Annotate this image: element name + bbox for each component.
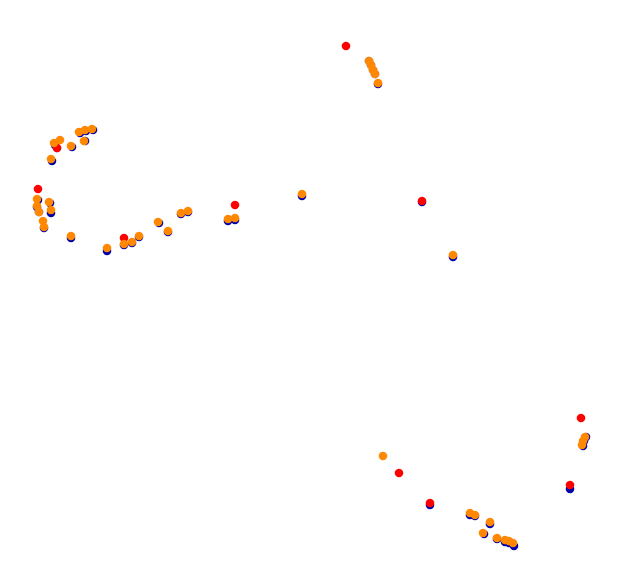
series-3-point-14 — [32, 194, 42, 204]
series-3-point-23 — [119, 239, 129, 249]
series-3-point-9 — [79, 136, 89, 146]
series-3-point-15 — [44, 197, 54, 207]
series-3-point-24 — [127, 237, 137, 247]
series-3-point-40 — [485, 517, 495, 527]
series-3-point-37 — [577, 440, 587, 450]
series-3-point-39 — [470, 510, 480, 520]
series-3-point-34 — [378, 451, 388, 461]
series-2-point-9 — [394, 468, 404, 478]
series-3-point-12 — [55, 135, 65, 145]
series-3-point-29 — [183, 206, 193, 216]
series-2-point-1 — [341, 41, 351, 51]
series-3-point-30 — [223, 214, 233, 224]
series-2-point-8 — [565, 480, 575, 490]
series-3-point-5 — [373, 78, 383, 88]
series-3-point-27 — [163, 226, 173, 236]
series-3-point-13 — [46, 154, 56, 164]
data-points — [32, 41, 591, 551]
series-3-point-26 — [153, 217, 163, 227]
series-2 — [33, 41, 586, 508]
series-3-point-21 — [66, 231, 76, 241]
series-2-point-7 — [576, 413, 586, 423]
series-3-point-4 — [370, 69, 380, 79]
series-3-point-25 — [134, 231, 144, 241]
series-3-point-31 — [230, 213, 240, 223]
series-3 — [32, 56, 590, 548]
series-3-point-6 — [87, 124, 97, 134]
series-2-point-10 — [425, 498, 435, 508]
series-3-point-20 — [39, 222, 49, 232]
series-3-point-8 — [74, 127, 84, 137]
series-3-point-41 — [478, 528, 488, 538]
series-3-point-17 — [46, 205, 56, 215]
series-2-point-5 — [230, 200, 240, 210]
series-3-point-22 — [102, 243, 112, 253]
series-3-point-42 — [492, 533, 502, 543]
series-3-point-28 — [176, 208, 186, 218]
series-3-point-10 — [66, 141, 76, 151]
series-2-point-4 — [119, 233, 129, 243]
series-3-point-18 — [34, 207, 44, 217]
series-2-point-6 — [417, 196, 427, 206]
series-3-point-45 — [508, 538, 518, 548]
series-2-point-3 — [33, 184, 43, 194]
series-3-point-33 — [448, 250, 458, 260]
series-3-point-32 — [297, 189, 307, 199]
